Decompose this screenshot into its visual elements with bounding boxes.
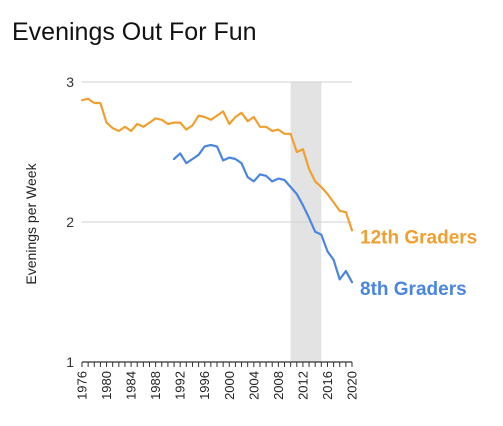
series-line-grade-8 bbox=[172, 143, 354, 284]
gridline-layer bbox=[82, 81, 352, 223]
x-tick-label: 1980 bbox=[99, 371, 114, 400]
x-tick-label: 2020 bbox=[345, 371, 360, 400]
x-tick-label: 2012 bbox=[295, 371, 310, 400]
chart-title: Evenings Out For Fun bbox=[12, 18, 257, 46]
y-tick-label: 2 bbox=[66, 214, 74, 230]
x-tick-label: 2004 bbox=[246, 371, 261, 400]
x-axis bbox=[81, 361, 353, 367]
x-tick-label: 1976 bbox=[75, 371, 90, 400]
series-label-grade-8: 8th Graders bbox=[360, 279, 467, 300]
y-axis-label: Evenings per Week bbox=[23, 162, 39, 284]
x-tick-label: 1992 bbox=[173, 371, 188, 400]
y-tick-label: 3 bbox=[66, 74, 74, 90]
x-tick-label: 1984 bbox=[124, 371, 139, 400]
x-tick-labels: 1976 1980 1984 1988 1992 1996 2000 2004 2008 2012… bbox=[75, 371, 360, 400]
y-tick-label: 1 bbox=[66, 354, 74, 370]
series-layer bbox=[80, 97, 354, 284]
series-label-grade-12: 12th Graders bbox=[360, 227, 477, 248]
series-labels: 12th Graders 8th Graders bbox=[360, 227, 477, 300]
x-tick-label: 1996 bbox=[197, 371, 212, 400]
x-tick-label: 1988 bbox=[148, 371, 163, 400]
x-tick-label: 2000 bbox=[222, 371, 237, 400]
y-tick-labels: 1 2 3 bbox=[66, 74, 74, 370]
x-tick-label: 2016 bbox=[320, 371, 335, 400]
x-tick-label: 2008 bbox=[271, 371, 286, 400]
series-line-grade-12 bbox=[80, 97, 354, 232]
